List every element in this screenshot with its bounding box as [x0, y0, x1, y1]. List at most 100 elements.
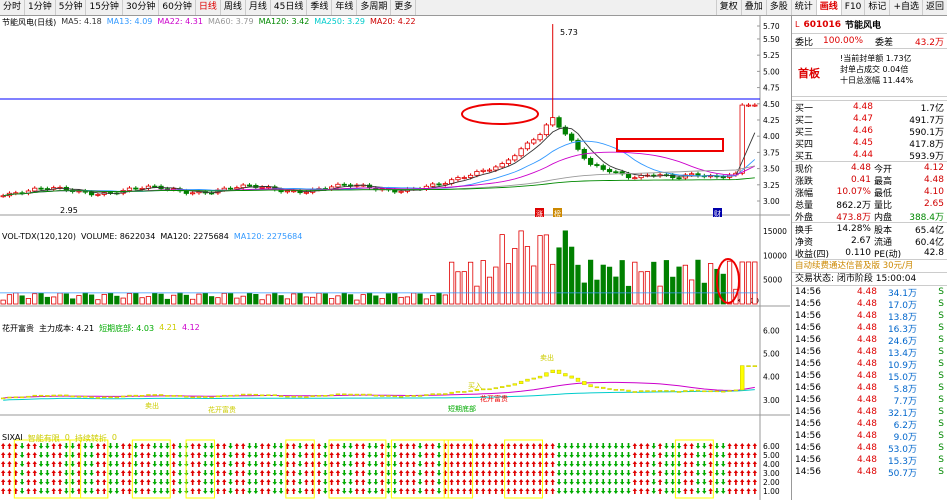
period-tab[interactable]: 30分钟 — [123, 0, 160, 15]
signal-arrow — [114, 443, 120, 449]
indicator-bar — [556, 369, 562, 374]
signal-arrow — [165, 479, 170, 485]
signal-arrow — [506, 470, 511, 476]
period-tab[interactable]: 1分钟 — [25, 0, 56, 15]
signal-arrow — [133, 488, 139, 494]
signal-arrow — [626, 461, 631, 467]
signal-arrow — [714, 479, 720, 485]
signal-arrow — [392, 461, 397, 467]
signal-arrow — [645, 461, 650, 467]
signal-arrow — [222, 452, 227, 458]
indicator-bar — [499, 386, 505, 388]
signal-arrow — [102, 443, 107, 449]
indicator-bar — [7, 396, 12, 399]
signal-arrow — [83, 452, 88, 458]
legend-label: VOL-TDX(120,120) — [2, 232, 76, 241]
signal-arrow — [146, 452, 151, 458]
tool-button[interactable]: +自选 — [889, 0, 922, 15]
signal-arrow — [613, 488, 619, 494]
indicator-bar — [13, 396, 18, 399]
signal-arrow — [158, 479, 164, 485]
signal-arrow — [664, 488, 669, 494]
period-tab[interactable]: 周线 — [221, 0, 246, 15]
tool-button[interactable]: 复权 — [715, 0, 741, 15]
trade-volume: 17.0万 — [887, 300, 917, 311]
tool-button[interactable]: F10 — [840, 0, 865, 15]
signal-arrow — [499, 479, 505, 485]
period-tab[interactable]: 更多 — [391, 0, 417, 15]
signal-arrow — [569, 479, 574, 485]
y-tick-label: 5.00 — [763, 67, 780, 76]
period-tab[interactable]: 季线 — [307, 0, 333, 15]
signal-arrow — [525, 488, 530, 494]
signal-arrow — [411, 479, 416, 485]
signal-arrow — [209, 479, 214, 485]
signal-arrow — [323, 488, 328, 494]
volume-bar — [341, 292, 347, 305]
signal-arrow — [253, 470, 259, 476]
period-tab[interactable]: 日线 — [196, 0, 221, 15]
signal-arrow — [424, 443, 429, 449]
signal-group-box — [390, 439, 449, 499]
volume-bar — [392, 292, 398, 305]
signal-arrow — [398, 452, 404, 458]
ad-banner[interactable]: 自动续费通达信普及版 30元/月 — [792, 259, 947, 272]
signal-arrow — [133, 479, 139, 485]
period-tab[interactable]: 分时 — [0, 0, 26, 15]
signal-arrow — [222, 488, 227, 494]
tool-button[interactable]: 画线 — [815, 0, 841, 15]
volume-bar — [0, 299, 6, 305]
period-tab[interactable]: 月线 — [246, 0, 271, 15]
signal-arrow — [752, 479, 758, 485]
indicator-bar — [253, 393, 259, 396]
signal-arrow — [569, 488, 574, 494]
stat-label: 总量 — [795, 200, 814, 211]
indicator-bar — [582, 381, 587, 385]
signal-arrow — [487, 470, 492, 476]
tool-button[interactable]: 标记 — [864, 0, 889, 15]
indicator-legend: 花开富贵 主力成本: 4.21 短期底部: 4.03 4.21 4.12 — [2, 323, 200, 334]
signal-arrow — [57, 452, 63, 458]
tool-button[interactable]: 统计 — [790, 0, 816, 15]
signal-arrow — [171, 443, 176, 449]
signal-arrow — [537, 452, 543, 458]
signal-arrow — [26, 461, 31, 467]
signal-arrow — [468, 452, 473, 458]
signal-arrow — [89, 488, 94, 494]
signal-arrow — [518, 470, 524, 476]
lock-icon[interactable]: L — [795, 20, 800, 29]
period-tab[interactable]: 5分钟 — [56, 0, 87, 15]
signal-arrow — [259, 443, 265, 449]
signal-arrow — [57, 470, 63, 476]
period-tab[interactable]: 15分钟 — [86, 0, 123, 15]
tool-button[interactable]: 返回 — [921, 0, 947, 15]
tool-button[interactable]: 叠加 — [740, 0, 766, 15]
trade-volume: 13.8万 — [887, 312, 917, 323]
signal-arrow — [664, 452, 669, 458]
period-tab[interactable]: 45日线 — [271, 0, 308, 15]
candle-body — [303, 191, 309, 194]
volume-bar — [467, 261, 474, 305]
tool-button[interactable]: 多股 — [765, 0, 791, 15]
volume-bar — [272, 292, 278, 305]
signal-arrow — [512, 479, 518, 485]
period-tab[interactable]: 多周期 — [357, 0, 392, 15]
signal-arrow — [95, 461, 101, 467]
indicator-bar — [114, 396, 120, 399]
chart-area[interactable]: 5.70 5.50 5.25 5.00 4.75 4.50 4.25 4.00 3.75 3.50… — [0, 16, 790, 500]
signal-arrow — [190, 488, 195, 494]
signal-arrow — [133, 470, 139, 476]
signal-arrow — [102, 470, 107, 476]
signal-arrow — [354, 452, 360, 458]
indicator-bar — [487, 388, 492, 391]
signal-arrow — [304, 470, 309, 476]
signal-arrow — [664, 461, 669, 467]
period-tab[interactable]: 60分钟 — [159, 0, 196, 15]
kline-chart[interactable]: 5.70 5.50 5.25 5.00 4.75 4.50 4.25 4.00 3.75 3.50… — [0, 16, 790, 500]
trade-time: 14:56 — [795, 419, 821, 429]
signal-arrow — [582, 479, 587, 485]
period-tab[interactable]: 年线 — [332, 0, 358, 15]
signal-arrow — [247, 443, 252, 449]
signal-arrow — [695, 479, 701, 485]
volume-bar — [537, 235, 543, 305]
